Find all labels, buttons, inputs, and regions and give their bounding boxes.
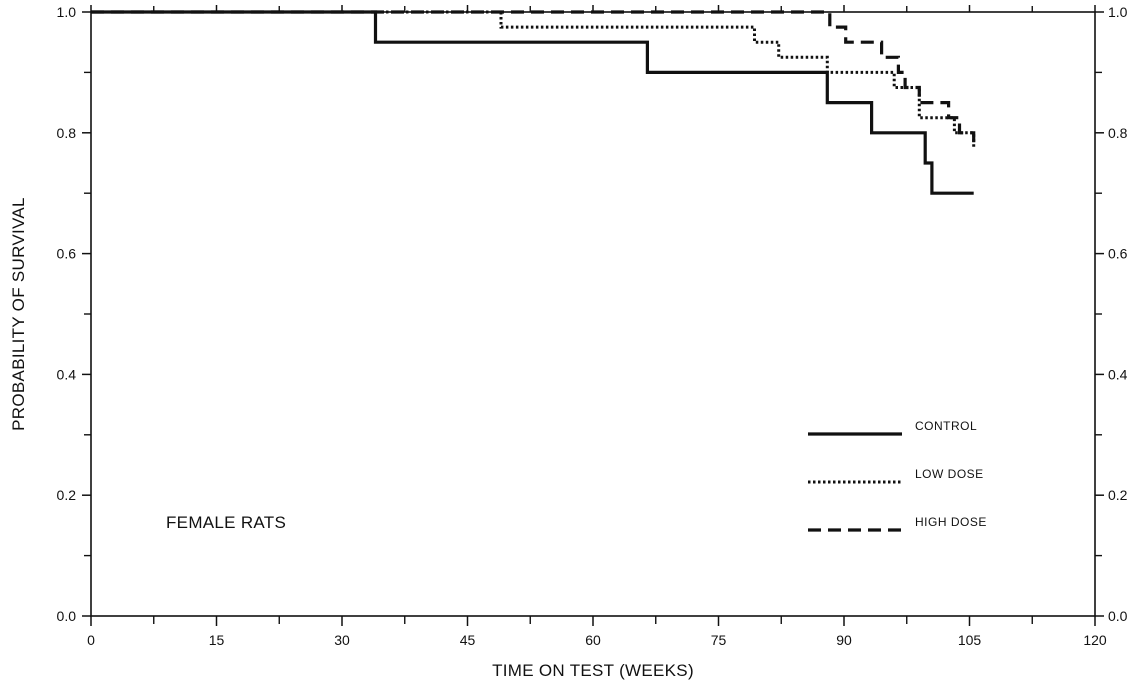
y-axis-title: PROBABILITY OF SURVIVAL bbox=[9, 197, 28, 431]
y-tick-label-left: 0.8 bbox=[57, 125, 77, 141]
x-tick-label: 60 bbox=[585, 632, 601, 648]
legend-label-control: CONTROL bbox=[915, 419, 977, 433]
y-tick-label-left: 0.2 bbox=[57, 487, 77, 503]
series-high-dose-line bbox=[91, 10, 976, 148]
series-low-dose-line bbox=[91, 10, 976, 148]
y-axis-left: 0.0 0.2 0.4 0.6 0.8 1.0 bbox=[57, 4, 91, 624]
x-tick-label: 105 bbox=[958, 632, 982, 648]
y-tick-label-left: 0.0 bbox=[57, 608, 77, 624]
series-control-line bbox=[91, 10, 974, 195]
y-tick-label-right: 0.4 bbox=[1108, 366, 1128, 382]
x-tick-label: 75 bbox=[711, 632, 727, 648]
legend-label-low-dose: LOW DOSE bbox=[915, 467, 984, 481]
y-tick-label-left: 1.0 bbox=[57, 4, 77, 20]
x-tick-label: 0 bbox=[87, 632, 95, 648]
y-tick-label-right: 0.6 bbox=[1108, 246, 1128, 262]
y-tick-label-right: 0.8 bbox=[1108, 125, 1128, 141]
x-axis: 0 15 30 45 60 75 90 105 120 bbox=[87, 5, 1107, 648]
y-tick-label-right: 1.0 bbox=[1108, 4, 1128, 20]
x-tick-label: 30 bbox=[334, 632, 350, 648]
y-tick-label-left: 0.4 bbox=[57, 366, 77, 382]
legend: CONTROL LOW DOSE HIGH DOSE bbox=[808, 419, 987, 532]
legend-label-high-dose: HIGH DOSE bbox=[915, 515, 987, 529]
x-tick-label: 120 bbox=[1083, 632, 1107, 648]
y-axis-right: 0.0 0.2 0.4 0.6 0.8 1.0 bbox=[1095, 4, 1128, 624]
x-axis-title: TIME ON TEST (WEEKS) bbox=[492, 661, 694, 680]
y-tick-label-right: 0.2 bbox=[1108, 487, 1128, 503]
female-rats-annotation: FEMALE RATS bbox=[166, 513, 286, 532]
y-tick-label-left: 0.6 bbox=[57, 246, 77, 262]
y-tick-label-right: 0.0 bbox=[1108, 608, 1128, 624]
x-tick-label: 15 bbox=[209, 632, 225, 648]
series-layer bbox=[91, 10, 976, 195]
x-tick-label: 45 bbox=[460, 632, 476, 648]
x-tick-label: 90 bbox=[836, 632, 852, 648]
